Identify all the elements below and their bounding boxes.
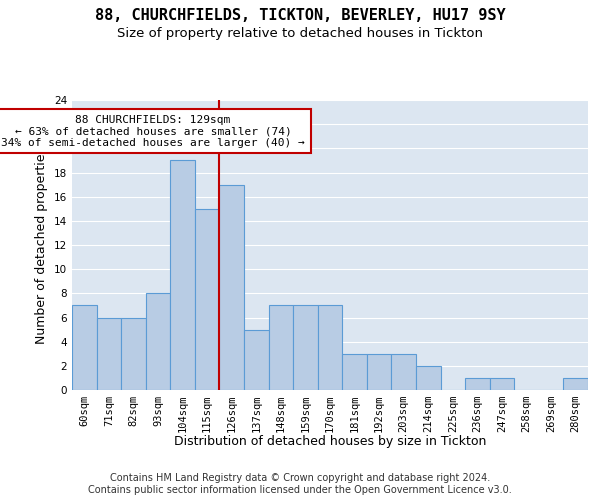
Bar: [367, 354, 391, 390]
Text: Size of property relative to detached houses in Tickton: Size of property relative to detached ho…: [117, 28, 483, 40]
Text: 88 CHURCHFIELDS: 129sqm
← 63% of detached houses are smaller (74)
34% of semi-de: 88 CHURCHFIELDS: 129sqm ← 63% of detache…: [1, 114, 305, 148]
Bar: [170, 160, 195, 390]
Bar: [318, 306, 342, 390]
Text: Distribution of detached houses by size in Tickton: Distribution of detached houses by size …: [174, 435, 486, 448]
Bar: [121, 318, 146, 390]
Bar: [342, 354, 367, 390]
Bar: [97, 318, 121, 390]
Bar: [244, 330, 269, 390]
Bar: [146, 294, 170, 390]
Bar: [563, 378, 588, 390]
Y-axis label: Number of detached properties: Number of detached properties: [35, 146, 49, 344]
Text: 88, CHURCHFIELDS, TICKTON, BEVERLEY, HU17 9SY: 88, CHURCHFIELDS, TICKTON, BEVERLEY, HU1…: [95, 8, 505, 22]
Bar: [416, 366, 440, 390]
Bar: [391, 354, 416, 390]
Bar: [195, 209, 220, 390]
Bar: [72, 306, 97, 390]
Bar: [465, 378, 490, 390]
Text: Contains HM Land Registry data © Crown copyright and database right 2024.
Contai: Contains HM Land Registry data © Crown c…: [88, 474, 512, 495]
Bar: [293, 306, 318, 390]
Bar: [490, 378, 514, 390]
Bar: [269, 306, 293, 390]
Bar: [220, 184, 244, 390]
